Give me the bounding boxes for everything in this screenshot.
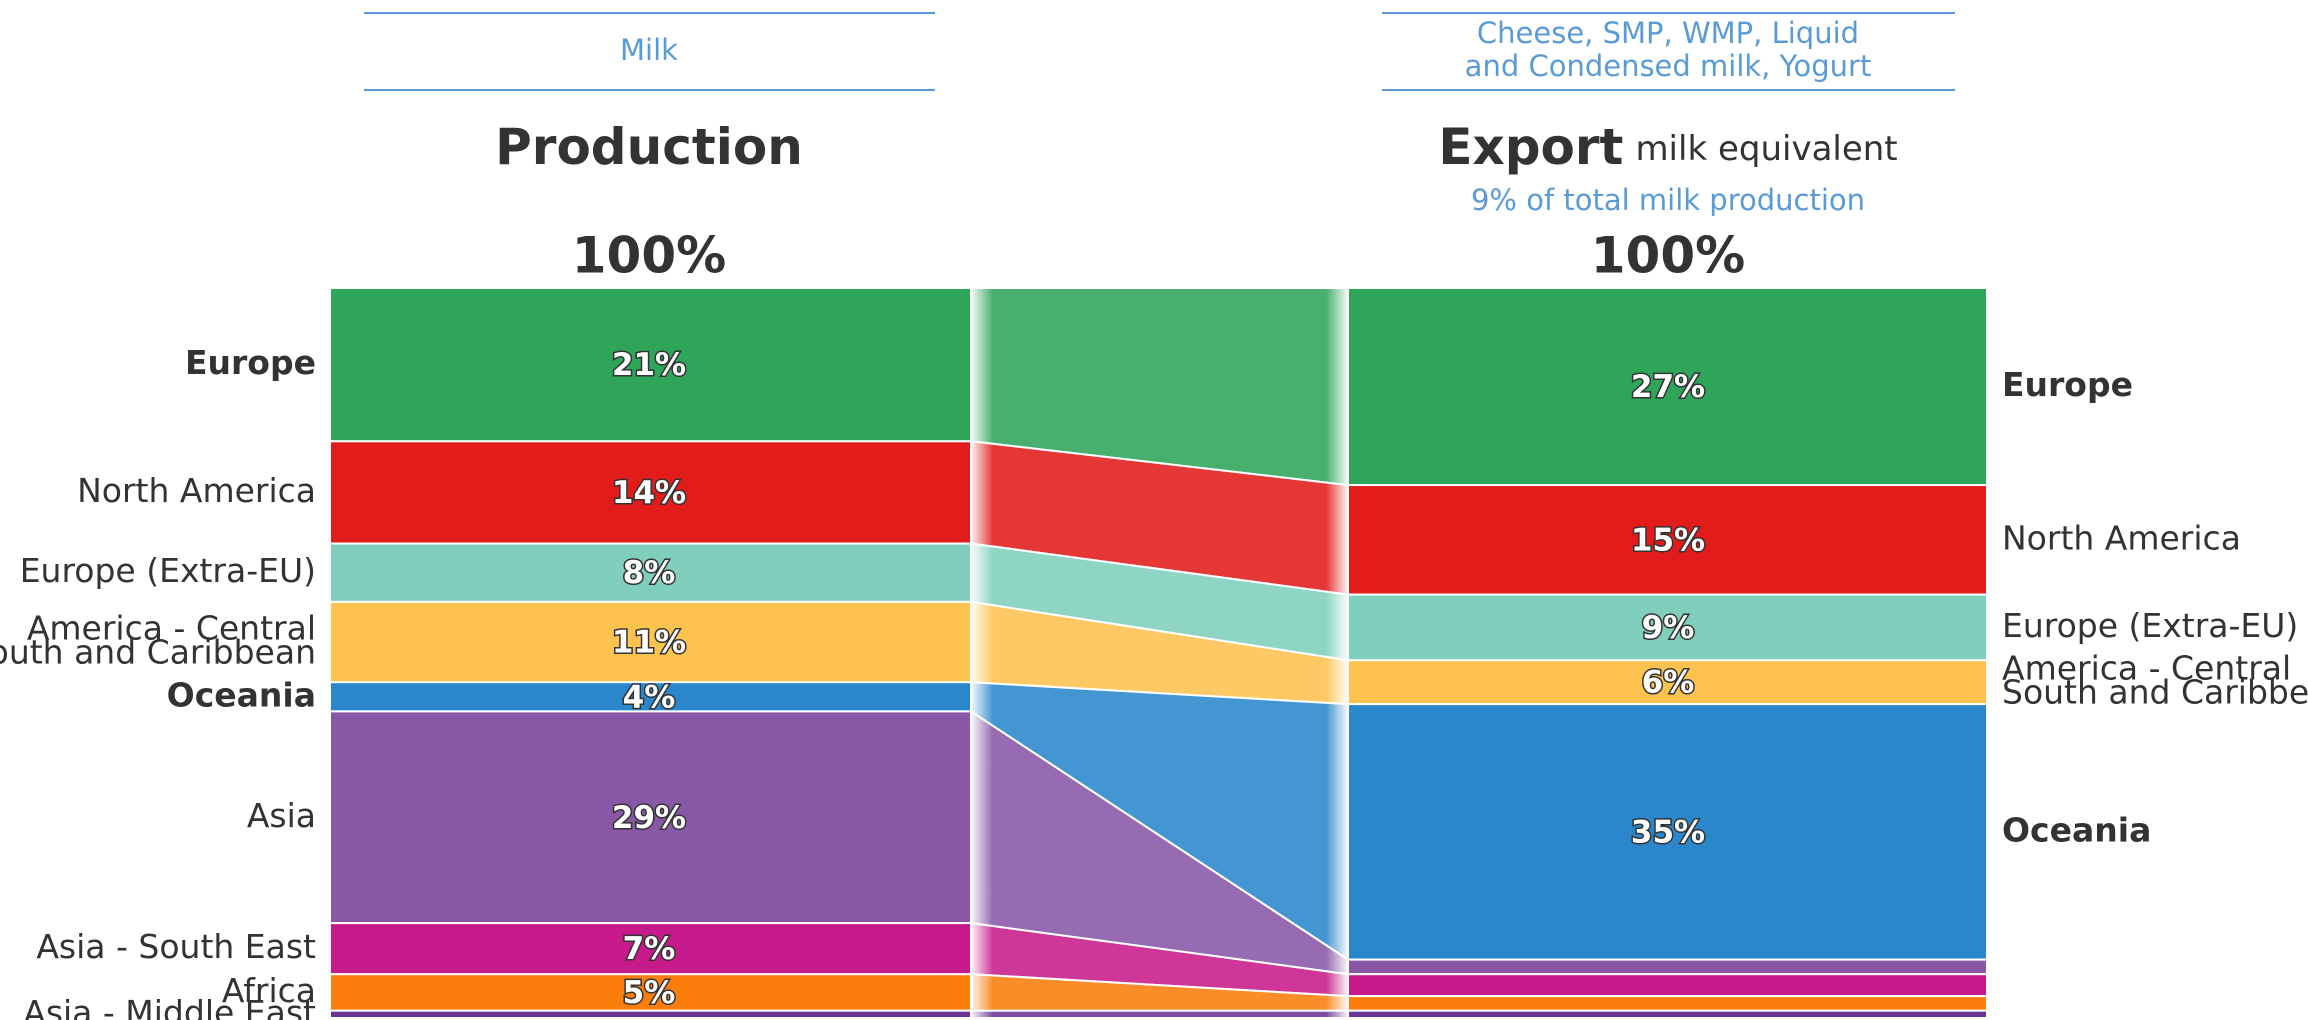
category-label: Oceania	[167, 675, 316, 714]
segment	[329, 440, 972, 545]
value-label: 14%	[612, 475, 686, 511]
segment	[1347, 1009, 1988, 1020]
value-label: 7%	[623, 931, 676, 967]
value-label: 35%	[1631, 814, 1705, 850]
category-label: Europe	[2002, 365, 2133, 404]
category-label: Asia - Middle East	[23, 993, 316, 1020]
segment	[329, 1009, 972, 1020]
value-label: 4%	[623, 679, 676, 715]
category-label: Europe (Extra-EU)	[20, 551, 316, 590]
segment	[1347, 958, 1988, 976]
category-label: North America	[2002, 518, 2241, 557]
category-label: America - Central	[27, 609, 316, 648]
segment	[329, 710, 972, 925]
category-label: North America	[77, 471, 316, 510]
column-title-suffix: milk equivalent	[1635, 129, 1897, 169]
value-label: 21%	[612, 347, 686, 383]
segment	[1347, 287, 1988, 487]
value-label: 29%	[612, 800, 686, 836]
value-label: 11%	[612, 625, 686, 661]
flow-band	[970, 1009, 1349, 1019]
column-title: Production	[495, 118, 803, 176]
column-title-name: Production	[495, 118, 803, 176]
column-title-name: Export	[1438, 118, 1623, 176]
category-label: Asia	[247, 796, 316, 835]
value-label: 27%	[1631, 369, 1705, 405]
column-subtitle: 9% of total milk production	[1471, 183, 1865, 217]
glow	[971, 288, 993, 1020]
segment	[1347, 593, 1988, 662]
glow	[1326, 288, 1348, 1020]
column-header: Cheese, SMP, WMP, Liquid	[1477, 16, 1859, 50]
segment	[329, 542, 972, 603]
segment	[329, 922, 972, 976]
value-label: 5%	[623, 975, 676, 1011]
category-label: Asia - South East	[36, 927, 316, 966]
segment	[1347, 995, 1988, 1012]
segment	[1347, 484, 1988, 596]
segment	[329, 681, 972, 713]
column-total: 100%	[572, 227, 726, 285]
column-header: Milk	[620, 33, 678, 67]
value-label: 8%	[623, 555, 676, 591]
segment	[1347, 659, 1988, 706]
category-label: Oceania	[2002, 810, 2151, 849]
segment	[1347, 973, 1988, 998]
segment	[1347, 703, 1988, 961]
category-label: Europe (Extra-EU)	[2002, 606, 2298, 645]
category-label: Europe	[185, 343, 316, 382]
category-label: South and Caribbean	[0, 633, 316, 672]
column-title: Export milk equivalent	[1438, 118, 1897, 176]
column-total: 100%	[1591, 227, 1745, 285]
value-label: 6%	[1642, 665, 1695, 701]
category-label: America - Central	[2002, 649, 2291, 688]
value-label: 9%	[1642, 610, 1695, 646]
segment	[329, 287, 972, 443]
category-label: South and Caribbean	[2002, 673, 2308, 712]
value-label: 15%	[1631, 522, 1705, 558]
category-label: Africa	[222, 971, 316, 1010]
segment	[329, 600, 972, 684]
column-header: and Condensed milk, Yogurt	[1465, 49, 1872, 83]
